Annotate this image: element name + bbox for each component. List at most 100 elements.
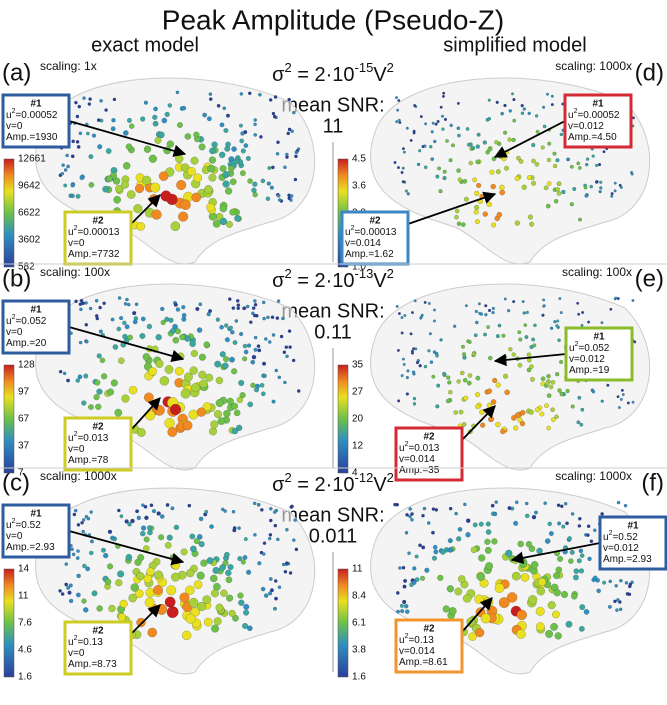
source-dot	[413, 299, 417, 303]
source-dot	[502, 354, 508, 360]
source-dot	[513, 520, 519, 526]
text-part: σ	[272, 474, 285, 496]
source-dot	[260, 508, 264, 512]
source-dot	[110, 379, 118, 387]
source-dot	[406, 192, 410, 196]
source-dot	[227, 564, 234, 571]
source-dot	[91, 133, 97, 138]
source-dot	[401, 166, 405, 170]
source-dot	[276, 299, 281, 303]
source-dot	[475, 628, 485, 638]
source-dot	[397, 349, 400, 352]
annotation-title: #2	[369, 216, 381, 227]
source-dot	[223, 509, 227, 513]
source-dot	[167, 103, 172, 108]
source-dot	[214, 410, 222, 419]
source-dot	[504, 389, 510, 396]
source-dot	[119, 599, 128, 608]
source-dot	[147, 525, 153, 531]
source-dot	[274, 596, 278, 601]
source-dot	[290, 129, 294, 133]
colorbar-tick-label: 20	[352, 414, 364, 425]
source-dot	[552, 610, 560, 619]
source-dot	[77, 374, 83, 380]
source-dot	[271, 399, 276, 404]
source-dot	[431, 555, 437, 561]
source-dot	[480, 422, 486, 428]
source-dot	[441, 114, 444, 118]
colorbar-tick-label: 8.4	[352, 591, 366, 602]
source-dot	[143, 536, 150, 543]
source-dot	[287, 97, 291, 102]
source-dot	[624, 581, 629, 585]
source-dot	[260, 586, 266, 592]
colorbar-tick-label: 9642	[18, 181, 41, 192]
source-dot	[441, 127, 445, 131]
colorbar-tick-label: 582	[18, 262, 35, 273]
source-dot	[181, 305, 186, 310]
text-part: = 2·10	[292, 64, 355, 86]
source-dot	[571, 593, 578, 600]
column-header: simplified model	[443, 34, 586, 56]
source-dot	[462, 352, 467, 357]
source-dot	[501, 333, 506, 338]
source-dot	[534, 510, 538, 515]
source-dot	[224, 145, 231, 152]
source-dot	[170, 221, 181, 231]
source-dot	[435, 174, 440, 179]
source-dot	[251, 311, 255, 316]
source-dot	[578, 548, 584, 553]
source-dot	[292, 538, 296, 542]
source-dot	[435, 354, 439, 358]
colorbar-tick-label: 1.6	[352, 672, 366, 683]
source-dot	[102, 185, 109, 193]
source-dot	[602, 150, 606, 154]
source-dot	[144, 515, 149, 521]
source-dot	[553, 199, 559, 204]
source-dot	[173, 524, 180, 530]
source-dot	[219, 122, 225, 128]
source-dot	[610, 194, 614, 198]
source-dot	[88, 404, 94, 410]
source-dot	[401, 566, 406, 570]
source-dot	[143, 100, 148, 105]
source-dot	[175, 328, 181, 335]
source-dot	[518, 159, 524, 164]
source-dot	[129, 123, 135, 129]
source-dot	[285, 152, 289, 157]
source-dot	[64, 582, 68, 587]
source-dot	[618, 600, 622, 604]
source-dot	[215, 603, 224, 612]
source-dot	[443, 117, 447, 121]
source-dot	[579, 553, 585, 558]
source-dot	[148, 367, 157, 376]
source-dot	[132, 319, 138, 325]
source-dot	[454, 214, 459, 220]
source-dot	[166, 585, 177, 596]
source-dot	[487, 98, 491, 102]
source-dot	[418, 149, 422, 153]
source-dot	[478, 554, 486, 562]
source-dot	[613, 189, 617, 193]
source-dot	[415, 361, 420, 365]
annotation-line: u2=0.00013	[68, 225, 120, 237]
source-dot	[117, 570, 125, 578]
text-part: Amp.=1930	[6, 132, 58, 143]
text-part: =0.00013	[77, 227, 119, 238]
source-dot	[433, 308, 436, 312]
text-part: v=0.014	[345, 238, 381, 249]
source-dot	[127, 118, 132, 123]
source-dot	[60, 592, 65, 596]
source-dot	[107, 563, 114, 570]
source-dot	[484, 313, 488, 317]
panel-label: (d)	[635, 59, 664, 86]
source-dot	[559, 132, 564, 137]
source-dot	[498, 597, 510, 608]
source-dot	[404, 604, 409, 609]
source-dot	[181, 313, 187, 318]
source-dot	[215, 317, 220, 322]
source-dot	[164, 542, 172, 549]
source-dot	[430, 157, 434, 161]
source-dot	[546, 181, 552, 186]
source-dot	[475, 144, 480, 149]
